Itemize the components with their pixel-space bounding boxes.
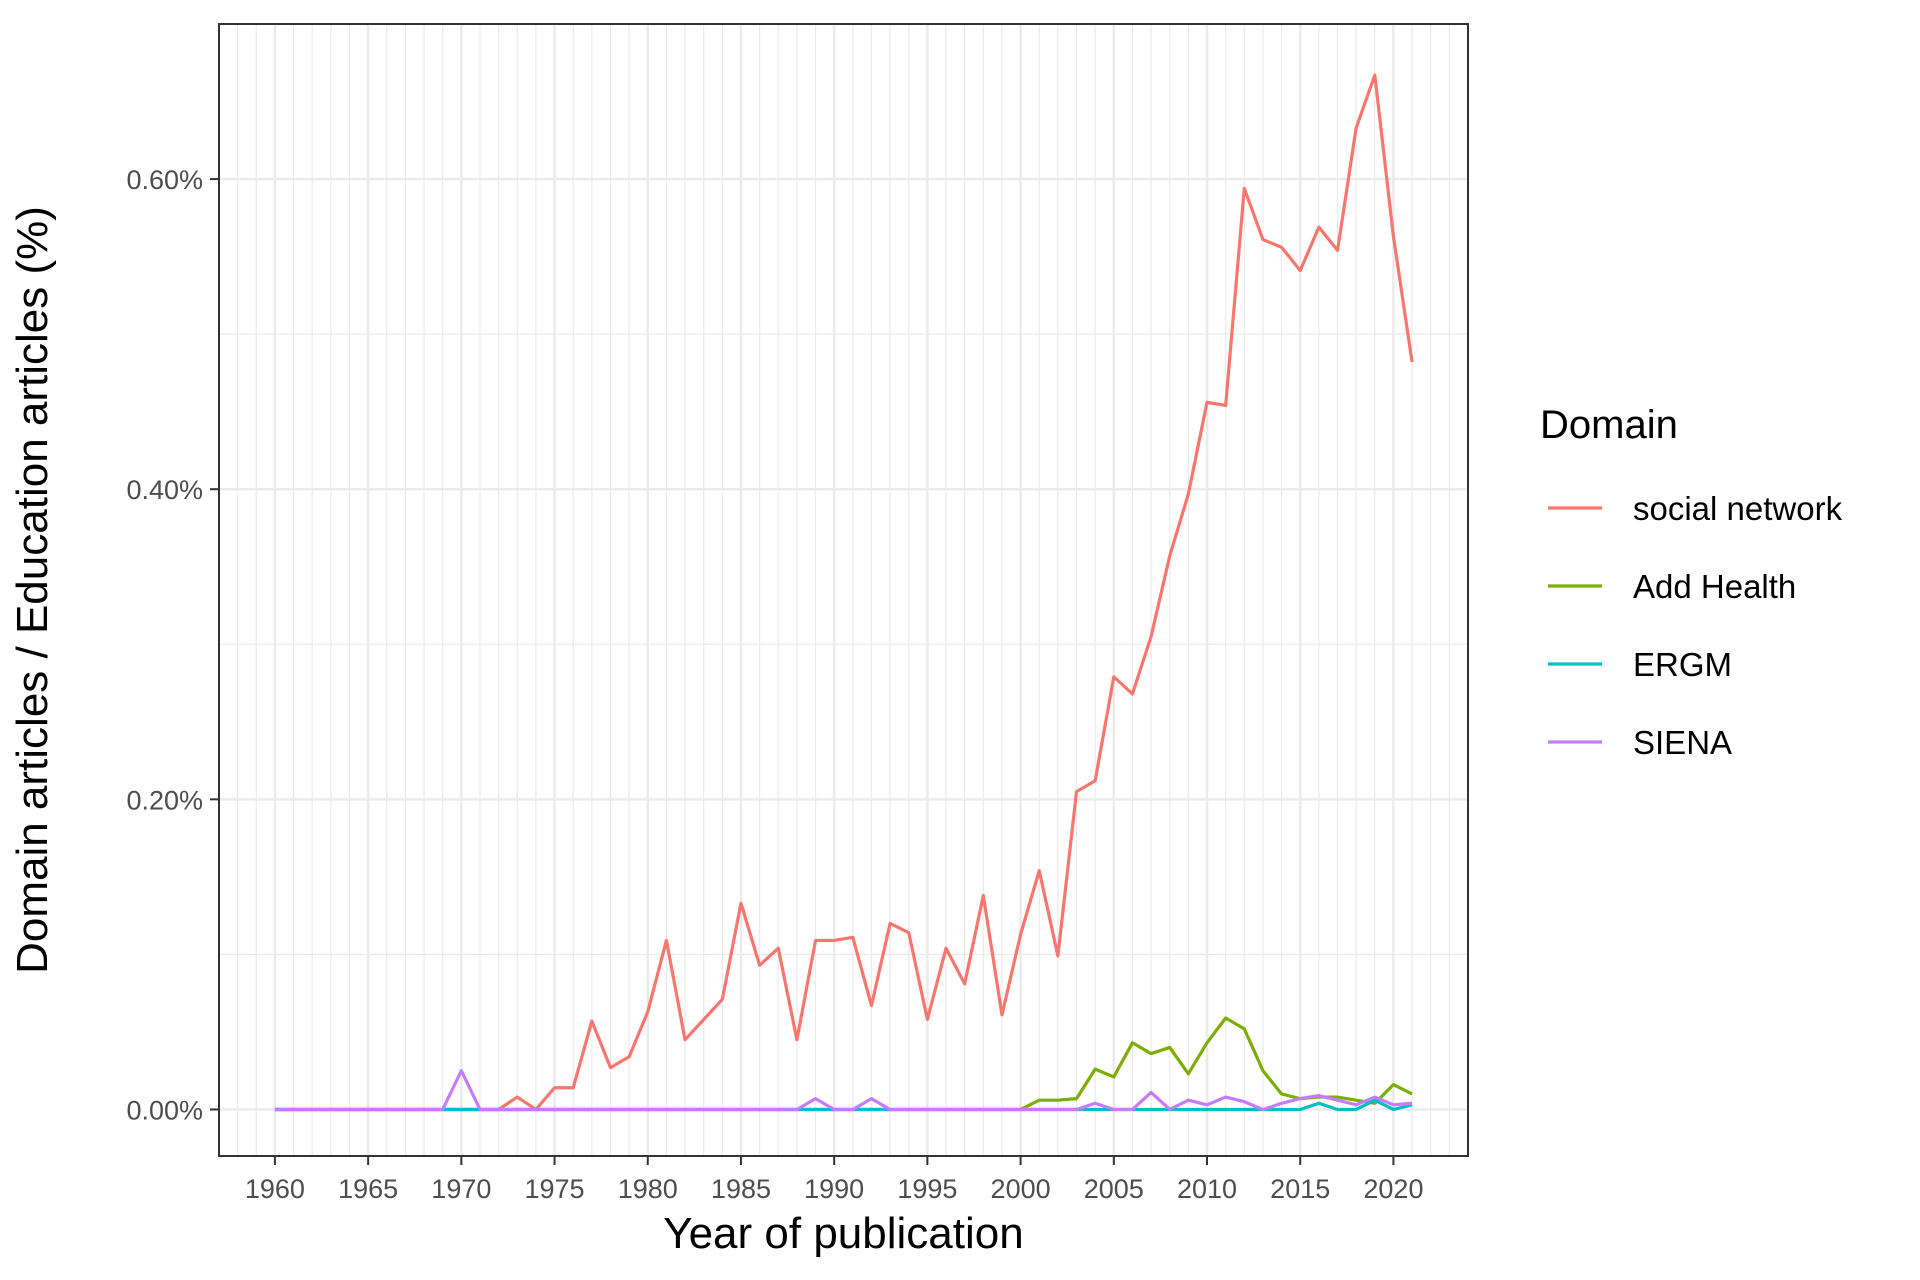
minor-gridlines	[218, 24, 1469, 1156]
x-tick-label: 2015	[1270, 1174, 1330, 1204]
legend-title: Domain	[1540, 403, 1678, 447]
y-tick-label: 0.60%	[126, 165, 203, 195]
x-tick-label: 1990	[804, 1174, 864, 1204]
x-tick-label: 2005	[1084, 1174, 1144, 1204]
y-tick-label: 0.00%	[126, 1095, 203, 1125]
x-tick-label: 1960	[245, 1174, 305, 1204]
x-tick-label: 1975	[525, 1174, 585, 1204]
legend-label: ERGM	[1633, 646, 1732, 683]
legend-label: Add Health	[1633, 568, 1796, 605]
legend-label: social network	[1633, 490, 1843, 527]
y-axis: 0.00% 0.20% 0.40% 0.60%	[126, 165, 219, 1125]
x-axis: 1960 1965 1970 1975 1980 1985 1990 1995 2000 2005…	[245, 1156, 1423, 1204]
x-tick-label: 2010	[1177, 1174, 1237, 1204]
x-tick-label: 1995	[897, 1174, 957, 1204]
x-tick-label: 1965	[338, 1174, 398, 1204]
legend-label: SIENA	[1633, 724, 1732, 761]
panel-border	[218, 23, 1469, 1157]
x-tick-label: 1985	[711, 1174, 771, 1204]
series-line-siena	[274, 1069, 1413, 1112]
x-tick-label: 1980	[618, 1174, 678, 1204]
y-tick-label: 0.40%	[126, 475, 203, 505]
legend: Domain social network Add Health ERGM SIENA	[1540, 403, 1843, 761]
x-tick-label: 2000	[991, 1174, 1051, 1204]
x-tick-label: 2020	[1363, 1174, 1423, 1204]
x-tick-label: 1970	[431, 1174, 491, 1204]
series-lines	[274, 73, 1414, 1112]
x-axis-title: Year of publication	[663, 1209, 1023, 1258]
y-tick-label: 0.20%	[126, 785, 203, 815]
y-axis-title: Domain articles / Education articles (%)	[8, 206, 57, 974]
